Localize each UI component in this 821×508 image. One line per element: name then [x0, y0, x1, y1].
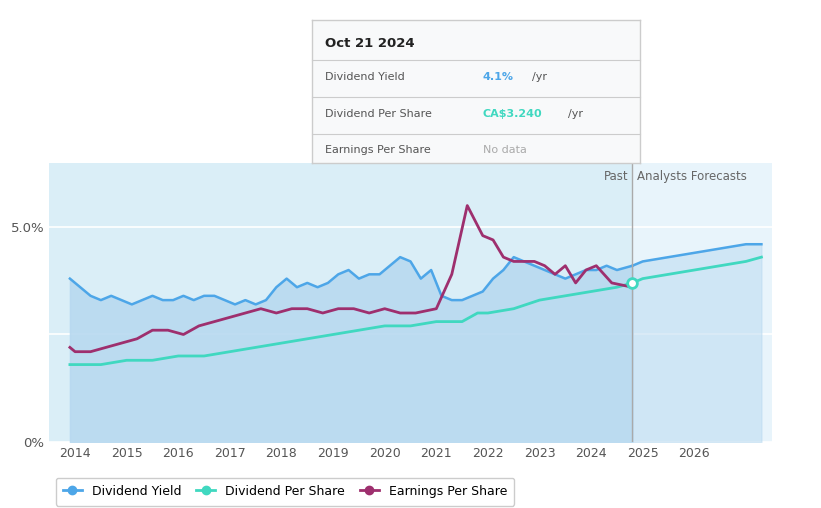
Bar [632, 163, 772, 442]
Text: /yr: /yr [568, 109, 583, 119]
Text: Dividend Per Share: Dividend Per Share [325, 109, 432, 119]
Legend: Dividend Yield, Dividend Per Share, Earnings Per Share: Dividend Yield, Dividend Per Share, Earn… [56, 478, 515, 505]
Text: 4.1%: 4.1% [483, 72, 514, 82]
Text: Oct 21 2024: Oct 21 2024 [325, 38, 415, 50]
Text: CA$3.240: CA$3.240 [483, 109, 543, 119]
Text: Analysts Forecasts: Analysts Forecasts [636, 170, 746, 182]
Text: /yr: /yr [532, 72, 547, 82]
Text: Past: Past [603, 170, 628, 182]
Text: No data: No data [483, 145, 526, 155]
Text: Earnings Per Share: Earnings Per Share [325, 145, 431, 155]
Text: Dividend Yield: Dividend Yield [325, 72, 405, 82]
